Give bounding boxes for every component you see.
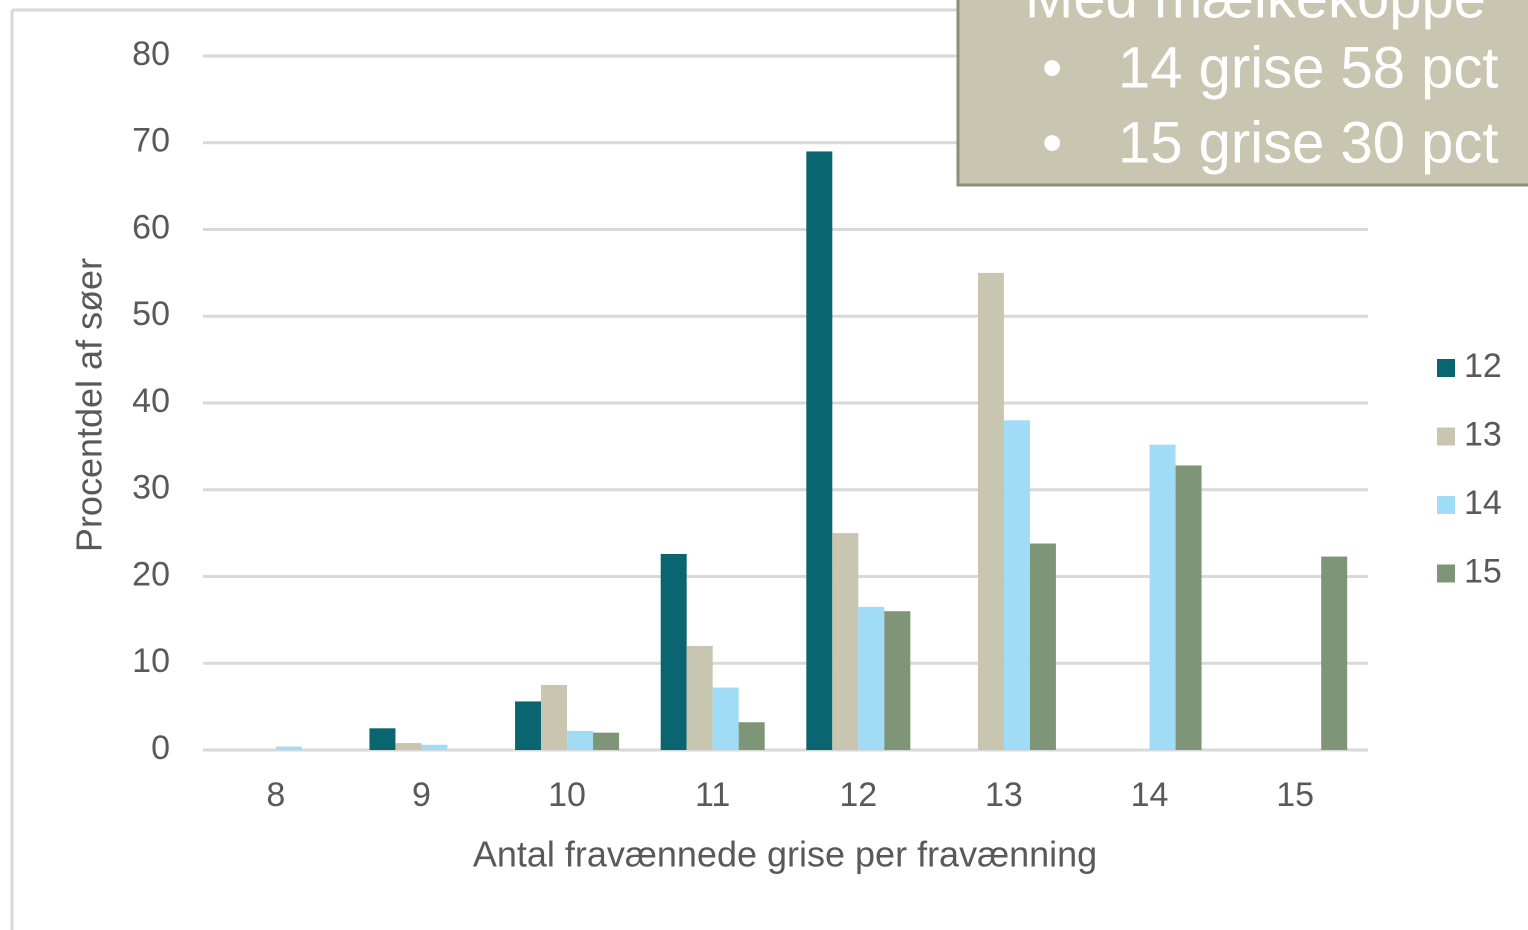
y-tick-label: 50 — [132, 295, 170, 333]
annotation-box: Med mælkekoppe • 14 grise 58 pct • 15 gr… — [956, 0, 1528, 187]
legend-swatch — [1437, 496, 1455, 514]
y-tick-label: 20 — [132, 555, 170, 593]
bar — [421, 744, 448, 750]
bar — [275, 746, 302, 750]
legend-label: 14 — [1464, 484, 1502, 522]
y-tick-label: 70 — [132, 122, 170, 160]
x-tick-label: 11 — [695, 776, 730, 814]
legend-swatch — [1437, 564, 1455, 583]
legend-label: 13 — [1464, 415, 1502, 453]
x-tick-label: 13 — [985, 776, 1023, 814]
bullet: • — [1042, 35, 1062, 100]
bar — [738, 722, 765, 750]
y-tick-label: 80 — [132, 35, 170, 73]
annotation-background — [956, 0, 1528, 187]
legend-label: 12 — [1464, 347, 1502, 385]
legend-swatch — [1437, 427, 1455, 446]
annotation-item: 15 grise 30 pct — [1118, 110, 1498, 175]
legend: 12 13 14 15 — [1437, 347, 1502, 590]
legend-swatch — [1437, 359, 1455, 377]
bar — [1321, 556, 1348, 750]
bar — [541, 684, 568, 750]
x-tick-label: 10 — [548, 776, 586, 814]
bar — [712, 687, 739, 750]
bar — [832, 533, 859, 750]
x-axis-title: Antal fravænnede grise per fravænning — [473, 834, 1097, 875]
bar — [1003, 420, 1030, 750]
legend-label: 15 — [1464, 552, 1502, 590]
y-axis-title: Procentdel af søer — [69, 258, 110, 552]
bar — [1175, 465, 1202, 750]
bar — [369, 728, 396, 750]
y-tick-label: 40 — [132, 382, 170, 420]
x-tick-label: 9 — [412, 776, 431, 814]
bar — [593, 732, 620, 750]
annotation-item: 14 grise 58 pct — [1118, 35, 1498, 100]
bar — [977, 272, 1004, 750]
annotation-title: Med mælkekoppe — [1025, 0, 1486, 30]
bar — [686, 645, 713, 750]
x-tick-label: 8 — [266, 776, 285, 814]
y-tick-label: 30 — [132, 469, 170, 507]
bullet: • — [1042, 110, 1062, 175]
bar — [1029, 543, 1056, 750]
bar — [806, 151, 833, 751]
x-tick-label: 15 — [1276, 776, 1314, 814]
bar — [567, 730, 594, 750]
y-tick-label: 60 — [132, 208, 170, 246]
bar — [1149, 444, 1176, 750]
bar — [515, 701, 542, 750]
bar — [660, 553, 687, 750]
x-tick-label: 12 — [839, 776, 877, 814]
y-tick-label: 10 — [132, 642, 170, 680]
bar — [884, 611, 911, 750]
y-tick-label: 0 — [151, 729, 170, 767]
bar — [858, 606, 885, 750]
bars: 8 9 10 11 12 13 14 15 — [266, 151, 1348, 814]
x-tick-label: 14 — [1131, 776, 1169, 814]
bar — [395, 743, 422, 750]
